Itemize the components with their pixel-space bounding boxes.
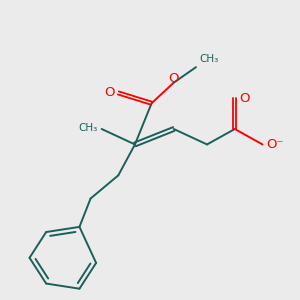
Text: O⁻: O⁻ [266, 138, 284, 151]
Text: O: O [104, 86, 114, 99]
Text: O: O [239, 92, 249, 105]
Text: CH₃: CH₃ [78, 123, 98, 133]
Text: O: O [169, 72, 179, 85]
Text: CH₃: CH₃ [199, 54, 218, 64]
